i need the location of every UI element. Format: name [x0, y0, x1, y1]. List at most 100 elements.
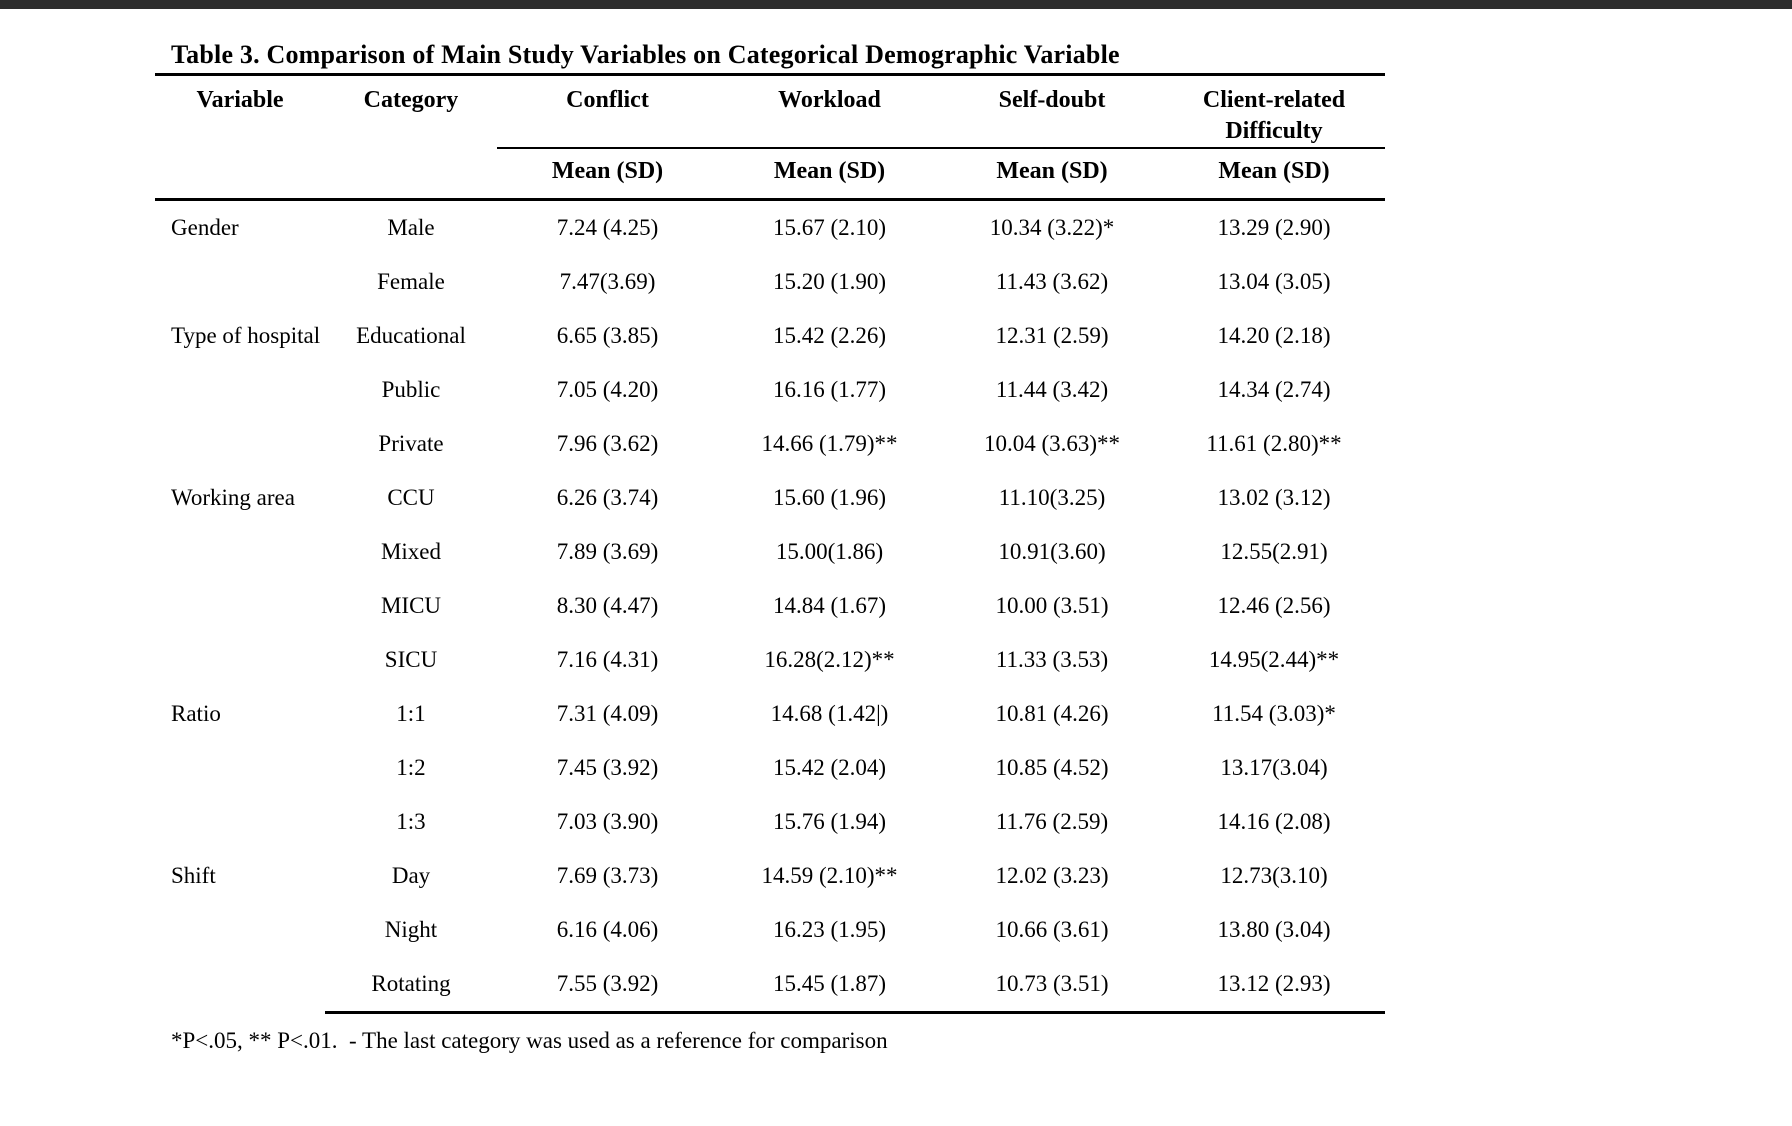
- mean-sd-value-cell: 14.20 (2.18): [1217, 323, 1331, 348]
- mean-sd-value-cell: 14.95(2.44)**: [1208, 647, 1340, 672]
- table-footnote: *P<.05, ** P<.01. - The last category wa…: [171, 1028, 888, 1053]
- mean-sd-value-cell: 16.23 (1.95): [772, 917, 887, 942]
- mean-sd-value-cell: 7.55 (3.92): [497, 957, 718, 1014]
- mean-sd-value-cell: 8.30 (4.47): [556, 593, 659, 618]
- mean-sd-value-cell: 13.12 (2.93): [1163, 957, 1385, 1014]
- column-header-variable: Variable: [155, 73, 325, 201]
- mean-sd-value-cell: 6.26 (3.74): [556, 485, 659, 510]
- mean-sd-value-cell: 13.17(3.04): [1220, 755, 1328, 780]
- mean-sd-value-cell: 12.46 (2.56): [1217, 593, 1331, 618]
- table-row: Mixed 7.89 (3.69) 15.00(1.86) 10.91(3.60) 12…: [155, 525, 1385, 579]
- mean-sd-value-cell: 7.45 (3.92): [556, 755, 659, 780]
- mean-sd-value-cell: 15.67 (2.10): [772, 215, 887, 240]
- table-row: Female 7.47(3.69) 15.20 (1.90) 11.43 (3.62)…: [155, 255, 1385, 309]
- table-row: MICU 8.30 (4.47) 14.84 (1.67) 10.00 (3.51) 1…: [155, 579, 1385, 633]
- mean-sd-value-cell: 10.85 (4.52): [995, 755, 1109, 780]
- mean-sd-value-cell: 15.42 (2.04): [772, 755, 887, 780]
- subheader-mean-sd: Mean (SD): [497, 148, 718, 201]
- mean-sd-value-cell: 13.29 (2.90): [1217, 215, 1331, 240]
- table-row: Public 7.05 (4.20) 16.16 (1.77) 11.44 (3.42…: [155, 363, 1385, 417]
- category-cell: CCU: [387, 485, 435, 510]
- category-cell: Male: [387, 215, 435, 240]
- category-cell: 1:2: [396, 755, 426, 780]
- table-row: Shift Day 7.69 (3.73) 14.59 (2.10)** 12.02 (…: [155, 849, 1385, 903]
- table-row: Type of hospital Educational 6.65 (3.85) 15…: [155, 309, 1385, 363]
- mean-sd-value-cell: 10.81 (4.26): [995, 701, 1109, 726]
- mean-sd-value-cell: 7.89 (3.69): [556, 539, 659, 564]
- table-title: Table 3. Comparison of Main Study Variab…: [171, 40, 1120, 69]
- mean-sd-value-cell: 11.76 (2.59): [995, 809, 1109, 834]
- mean-sd-value-cell: 14.59 (2.10)**: [761, 863, 898, 888]
- mean-sd-value-cell: 14.84 (1.67): [772, 593, 887, 618]
- variable-cell: Ratio: [171, 701, 221, 726]
- mean-sd-value-cell: 11.54 (3.03)*: [1212, 701, 1336, 726]
- mean-sd-value-cell: 12.55(2.91): [1220, 539, 1328, 564]
- mean-sd-value-cell: 15.00(1.86): [775, 539, 884, 564]
- category-cell: Female: [377, 269, 445, 294]
- column-header-self-doubt: Self-doubt: [941, 73, 1163, 149]
- variable-cell: Gender: [171, 215, 239, 240]
- table-row: 1:2 7.45 (3.92) 15.42 (2.04) 10.85 (4.52) 13…: [155, 741, 1385, 795]
- mean-sd-value-cell: 13.02 (3.12): [1217, 485, 1331, 510]
- table-row: Ratio 1:1 7.31 (4.09) 14.68 (1.42|) 10.81 (4…: [155, 687, 1385, 741]
- table-row: Gender Male 7.24 (4.25) 15.67 (2.10) 10.34 (…: [155, 200, 1385, 256]
- category-cell: Rotating: [325, 957, 497, 1014]
- mean-sd-value-cell: 7.47(3.69): [559, 269, 656, 294]
- column-header-client-related-difficulty: Client-related Difficulty: [1163, 73, 1385, 149]
- category-cell: SICU: [384, 647, 438, 672]
- mean-sd-value-cell: 12.02 (3.23): [995, 863, 1109, 888]
- mean-sd-value-cell: 11.43 (3.62): [995, 269, 1109, 294]
- category-cell: 1:1: [396, 701, 426, 726]
- variable-cell: Type of hospital: [171, 323, 321, 348]
- mean-sd-value-cell: 7.05 (4.20): [556, 377, 659, 402]
- table-row: SICU 7.16 (4.31) 16.28(2.12)** 11.33 (3.53)…: [155, 633, 1385, 687]
- mean-sd-value-cell: 12.31 (2.59): [995, 323, 1109, 348]
- mean-sd-value-cell: 14.66 (1.79)**: [761, 431, 898, 456]
- mean-sd-value-cell: 12.73(3.10): [1220, 863, 1328, 888]
- mean-sd-value-cell: 10.91(3.60): [998, 539, 1106, 564]
- mean-sd-value-cell: 7.16 (4.31): [556, 647, 659, 672]
- subheader-mean-sd: Mean (SD): [941, 148, 1163, 201]
- category-cell: Mixed: [380, 539, 442, 564]
- mean-sd-value-cell: 6.65 (3.85): [556, 323, 659, 348]
- mean-sd-value-cell: 15.76 (1.94): [772, 809, 887, 834]
- subheader-row: Mean (SD) Mean (SD) Mean (SD) Mean (SD): [155, 148, 1385, 201]
- mean-sd-value-cell: 10.04 (3.63)**: [983, 431, 1121, 456]
- table-body: Gender Male 7.24 (4.25) 15.67 (2.10) 10.34 (…: [155, 200, 1385, 1014]
- table-row: Night 6.16 (4.06) 16.23 (1.95) 10.66 (3.61)…: [155, 903, 1385, 957]
- column-header-category: Category: [325, 73, 497, 201]
- mean-sd-value-cell: 7.24 (4.25): [556, 215, 659, 240]
- category-cell: MICU: [380, 593, 442, 618]
- mean-sd-value-cell: 15.60 (1.96): [772, 485, 887, 510]
- mean-sd-value-cell: 11.44 (3.42): [995, 377, 1109, 402]
- mean-sd-value-cell: 16.16 (1.77): [772, 377, 887, 402]
- mean-sd-value-cell: 7.31 (4.09): [556, 701, 659, 726]
- category-cell: Educational: [356, 323, 466, 348]
- mean-sd-value-cell: 10.34 (3.22)*: [989, 215, 1115, 240]
- category-cell: Public: [381, 377, 441, 402]
- header-row: Variable Category Conflict Workload Self…: [155, 73, 1385, 201]
- mean-sd-value-cell: 10.73 (3.51): [941, 957, 1163, 1014]
- category-cell: Private: [378, 431, 444, 456]
- category-cell: 1:3: [396, 809, 426, 834]
- category-cell: Night: [384, 917, 438, 942]
- mean-sd-value-cell: 14.34 (2.74): [1217, 377, 1331, 402]
- column-header-conflict: Conflict: [497, 73, 718, 149]
- table-row: Working area CCU 6.26 (3.74) 15.60 (1.96) 11…: [155, 471, 1385, 525]
- mean-sd-value-cell: 7.96 (3.62): [556, 431, 659, 456]
- mean-sd-value-cell: 7.69 (3.73): [556, 863, 659, 888]
- document-page: Table 3. Comparison of Main Study Variab…: [155, 9, 1385, 1054]
- column-header-workload: Workload: [718, 73, 941, 149]
- mean-sd-value-cell: 7.03 (3.90): [556, 809, 659, 834]
- mean-sd-value-cell: 6.16 (4.06): [556, 917, 659, 942]
- variable-cell: Shift: [171, 863, 216, 888]
- mean-sd-value-cell: 15.45 (1.87): [718, 957, 941, 1014]
- subheader-mean-sd: Mean (SD): [1163, 148, 1385, 201]
- mean-sd-value-cell: 15.42 (2.26): [772, 323, 887, 348]
- mean-sd-value-cell: 13.04 (3.05): [1217, 269, 1331, 294]
- mean-sd-value-cell: 10.00 (3.51): [995, 593, 1109, 618]
- mean-sd-value-cell: 11.61 (2.80)**: [1206, 431, 1342, 456]
- table-header: Variable Category Conflict Workload Self…: [155, 73, 1385, 201]
- mean-sd-value-cell: 11.33 (3.53): [995, 647, 1109, 672]
- mean-sd-value-cell: 14.68 (1.42|): [770, 701, 889, 726]
